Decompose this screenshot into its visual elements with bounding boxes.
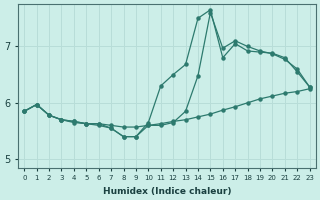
X-axis label: Humidex (Indice chaleur): Humidex (Indice chaleur) — [103, 187, 231, 196]
